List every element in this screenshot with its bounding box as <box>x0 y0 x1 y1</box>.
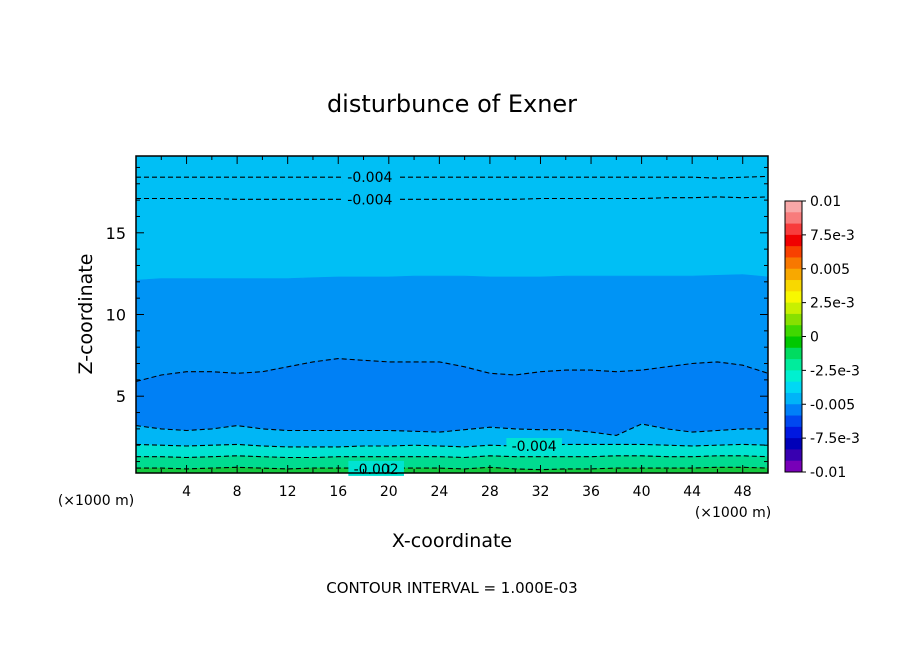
colorbar-cell <box>785 257 802 270</box>
colorbar-label: 7.5e-3 <box>810 228 855 244</box>
x-tick-label: 40 <box>633 484 651 500</box>
x-unit-left: (×1000 m) <box>58 493 134 509</box>
contour-label: -0.004 <box>512 439 557 455</box>
x-tick-label: 48 <box>734 484 752 500</box>
colorbar-cell <box>785 246 802 258</box>
colorbar-label: -0.01 <box>810 465 846 481</box>
y-axis-label: Z-coordinate <box>75 254 97 375</box>
contour-label-bg <box>342 169 398 185</box>
colorbar-cell <box>785 212 802 225</box>
contour-lines <box>136 175 768 471</box>
x-tick-label: 32 <box>532 484 550 500</box>
colorbar-label: 0 <box>810 330 819 346</box>
colorbar-label: -0.005 <box>810 397 855 413</box>
colorbar <box>784 200 806 473</box>
x-tick-label: 4 <box>182 484 191 500</box>
contour-line-5 <box>136 455 768 459</box>
colorbar-cell <box>785 392 802 405</box>
colorbar-cell <box>785 234 802 247</box>
y-tick-labels: 5 10 15 <box>106 224 126 406</box>
colorbar-label: -2.5e-3 <box>810 363 860 379</box>
contour-line-2 <box>136 358 768 383</box>
colorbar-cell <box>785 201 802 213</box>
colorbar-cell <box>785 426 802 439</box>
colorbar-label: 0.005 <box>810 262 850 278</box>
colorbar-cell <box>785 280 802 292</box>
y-tick-label: 10 <box>106 306 126 325</box>
contour-line-6 <box>136 466 768 471</box>
contour-line-3 <box>136 423 768 436</box>
colorbar-label: -7.5e-3 <box>810 431 860 447</box>
colorbar-cell <box>785 370 802 383</box>
colorbar-cell <box>785 449 802 462</box>
colorbar-cell <box>785 404 802 417</box>
contour-line-0 <box>136 175 768 179</box>
contour-label: -0.004 <box>347 170 392 186</box>
colorbar-cell <box>785 325 802 337</box>
y-tick-label: 15 <box>106 224 126 243</box>
x-tick-label: 24 <box>430 484 448 500</box>
contour-interval-footer: CONTOUR INTERVAL = 1.000E-03 <box>326 579 577 597</box>
colorbar-cell <box>785 460 802 473</box>
colorbar-cell <box>785 313 802 326</box>
contour-label: -0.004 <box>347 192 392 208</box>
chart-title: disturbunce of Exner <box>327 90 577 118</box>
contour-label-bg <box>342 191 398 207</box>
colorbar-cell <box>785 336 802 349</box>
y-tick-label: 5 <box>116 387 126 406</box>
x-axis-label: X-coordinate <box>392 530 512 552</box>
colorbar-cell <box>785 223 802 236</box>
colorbar-cell <box>785 438 802 450</box>
contour-fill <box>136 156 768 473</box>
colorbar-cell <box>785 359 802 371</box>
x-tick-label: 44 <box>683 484 701 500</box>
colorbar-cell <box>785 415 802 428</box>
contour-label-bg <box>506 438 562 454</box>
contour-line-1 <box>136 196 768 200</box>
contour-label: -0.002 <box>354 462 399 478</box>
colorbar-labels: 0.01 7.5e-3 0.005 2.5e-3 0 -2.5e-3 -0.005 -7.5e… <box>810 194 860 481</box>
x-tick-label: 8 <box>233 484 242 500</box>
colorbar-cell <box>785 302 802 315</box>
axis-ticks <box>136 156 768 473</box>
colorbar-label: 0.01 <box>810 194 841 210</box>
x-tick-labels: 4 8 12 16 20 24 28 32 36 40 44 48 <box>182 484 752 500</box>
colorbar-label: 2.5e-3 <box>810 296 855 312</box>
x-tick-label: 16 <box>329 484 347 500</box>
band-0 <box>136 156 768 281</box>
colorbar-cell <box>785 347 802 360</box>
colorbar-cell <box>785 381 802 394</box>
x-tick-label: 36 <box>582 484 600 500</box>
contour-label-bg <box>348 460 404 476</box>
x-unit-right: (×1000 m) <box>695 505 771 521</box>
x-tick-label: 28 <box>481 484 499 500</box>
x-tick-label: 12 <box>279 484 297 500</box>
colorbar-cell <box>785 268 802 281</box>
x-tick-label: 20 <box>380 484 398 500</box>
colorbar-cell <box>785 291 802 304</box>
contour-line-4 <box>136 443 768 448</box>
contour-labels: -0.004 -0.004 -0.004 -0.002 <box>342 169 562 478</box>
